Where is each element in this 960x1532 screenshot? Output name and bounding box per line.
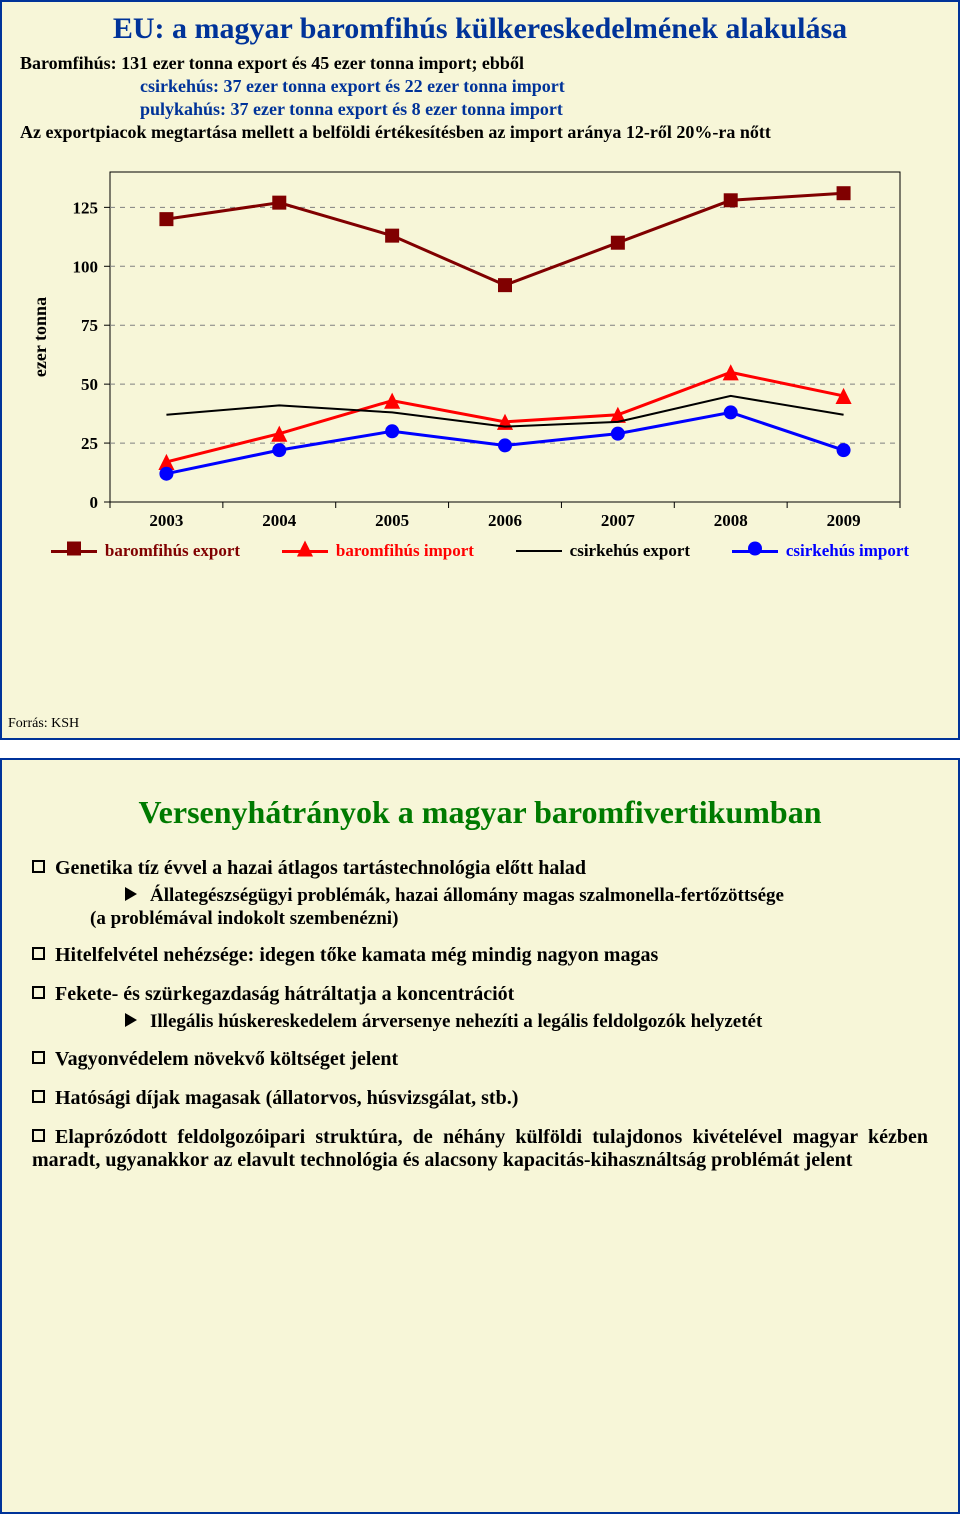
slide1-subtitle-block: Baromfihús: 131 ezer tonna export és 45 …	[20, 52, 940, 144]
slide-disadvantages: Versenyhátrányok a magyar baromfivertiku…	[0, 758, 960, 1514]
chart-container: 0 25 50 75 100 125 ezer tonna 2003 2004 2005 2006 2…	[20, 158, 940, 563]
slide-trade-chart: EU: a magyar baromfihús külkereskedelmén…	[0, 0, 960, 740]
bullet-4-text: Vagyonvédelem növekvő költséget jelent	[55, 1048, 398, 1070]
chart-legend: baromfihús export baromfihús import csirke…	[20, 539, 940, 563]
svg-text:2006: 2006	[488, 511, 522, 530]
legend-label: baromfihús import	[336, 541, 474, 561]
bullet-5-text: Hatósági díjak magasak (állatorvos, húsv…	[55, 1087, 518, 1109]
bullet-1-sub: Állategészségügyi problémák, hazai állom…	[32, 884, 928, 930]
svg-text:100: 100	[73, 257, 99, 276]
legend-label: csirkehús import	[786, 541, 909, 561]
svg-text:25: 25	[81, 434, 98, 453]
square-bullet-icon	[32, 1129, 45, 1142]
bullet-5: Hatósági díjak magasak (állatorvos, húsv…	[32, 1087, 928, 1110]
line-chart: 0 25 50 75 100 125 ezer tonna 2003 2004 2005 2006 2…	[20, 158, 920, 538]
square-bullet-icon	[32, 860, 45, 873]
triangle-bullet-icon	[125, 887, 137, 901]
bullet-1-text: Genetika tíz évvel a hazai átlagos tartá…	[55, 857, 586, 879]
legend-item: csirkehús export	[516, 541, 690, 561]
bullet-1-sub1: Állategészségügyi problémák, hazai állom…	[150, 885, 784, 906]
square-bullet-icon	[32, 986, 45, 999]
svg-text:2004: 2004	[262, 511, 297, 530]
svg-text:2007: 2007	[601, 511, 636, 530]
square-bullet-icon	[32, 1090, 45, 1103]
subtitle-note: Az exportpiacok megtartása mellett a bel…	[20, 122, 771, 142]
bullet-2: Hitelfelvétel nehézsége: idegen tőke kam…	[32, 944, 928, 967]
subtitle-main: Baromfihús: 131 ezer tonna export és 45 …	[20, 53, 524, 73]
svg-text:2005: 2005	[375, 511, 409, 530]
svg-text:2003: 2003	[149, 511, 183, 530]
bullet-2-text: Hitelfelvétel nehézsége: idegen tőke kam…	[55, 944, 658, 966]
slide2-title: Versenyhátrányok a magyar baromfivertiku…	[32, 794, 928, 831]
svg-text:2009: 2009	[827, 511, 861, 530]
square-bullet-icon	[32, 947, 45, 960]
svg-text:125: 125	[73, 198, 99, 217]
legend-item: csirkehús import	[732, 541, 909, 561]
legend-label: baromfihús export	[105, 541, 240, 561]
bullet-4: Vagyonvédelem növekvő költséget jelent	[32, 1048, 928, 1071]
bullet-3-sub1: Illegális húskereskedelem árversenye neh…	[150, 1011, 762, 1032]
slide1-title: EU: a magyar baromfihús külkereskedelmén…	[20, 12, 940, 46]
bullet-3-sub: Illegális húskereskedelem árversenye neh…	[32, 1010, 928, 1033]
bullet-6-text: Elaprózódott feldolgozóipari struktúra, …	[32, 1126, 928, 1171]
bullet-3-text: Fekete- és szürkegazdaság hátráltatja a …	[55, 983, 514, 1005]
svg-text:0: 0	[90, 493, 99, 512]
legend-item: baromfihús export	[51, 541, 240, 561]
bullet-6: Elaprózódott feldolgozóipari struktúra, …	[32, 1126, 928, 1172]
square-bullet-icon	[32, 1051, 45, 1064]
chart-source: Forrás: KSH	[8, 716, 79, 732]
legend-item: baromfihús import	[282, 541, 474, 561]
bullet-1-sub2: (a problémával indokolt szembenézni)	[32, 907, 928, 930]
legend-label: csirkehús export	[570, 541, 690, 561]
svg-text:2008: 2008	[714, 511, 748, 530]
bullet-list: Genetika tíz évvel a hazai átlagos tartá…	[32, 857, 928, 1172]
subtitle-line2: pulykahús: 37 ezer tonna export és 8 eze…	[20, 98, 940, 121]
svg-text:ezer tonna: ezer tonna	[30, 297, 50, 377]
svg-text:50: 50	[81, 375, 98, 394]
bullet-1: Genetika tíz évvel a hazai átlagos tartá…	[32, 857, 928, 880]
subtitle-line1: csirkehús: 37 ezer tonna export és 22 ez…	[20, 75, 940, 98]
svg-text:75: 75	[81, 316, 98, 335]
triangle-bullet-icon	[125, 1013, 137, 1027]
bullet-3: Fekete- és szürkegazdaság hátráltatja a …	[32, 983, 928, 1006]
